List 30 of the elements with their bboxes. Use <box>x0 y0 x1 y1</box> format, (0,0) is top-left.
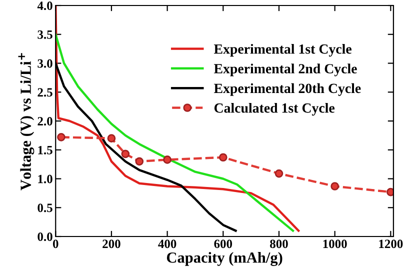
point <box>163 156 172 164</box>
y-tick-label: 0.5 <box>38 204 52 212</box>
y-tick-label: 4.0 <box>37 2 52 10</box>
y-tick-label: 1.5 <box>38 146 52 154</box>
x-tick-label: 800 <box>270 240 288 248</box>
point <box>107 134 116 142</box>
legend-label: Experimental 2nd Cycle <box>214 64 357 76</box>
x-tick-label: 0 <box>52 240 58 248</box>
y-tick-label: 1.0 <box>38 174 52 184</box>
x-tick-label: 1000 <box>323 240 347 248</box>
legend-label: Experimental 20th Cycle <box>214 83 361 96</box>
x-tick-label: 600 <box>214 240 232 248</box>
x-tick-label: 200 <box>102 240 120 248</box>
x-tick-label: 400 <box>158 240 176 248</box>
y-tick-label: 3.0 <box>38 59 52 68</box>
point <box>57 133 66 142</box>
point <box>218 153 228 162</box>
point <box>135 157 144 166</box>
legend-label: Experimental 1st Cycle <box>214 44 352 57</box>
y-axis-title: Voltage (V) vs Li/Li$^{+}$ <box>18 53 34 190</box>
point <box>121 150 130 158</box>
point <box>274 169 284 178</box>
x-axis-title: Capacity (mAh/g) <box>166 252 282 266</box>
y-tick-label: 2.0 <box>38 117 52 126</box>
y-tick-label: 3.5 <box>38 30 52 39</box>
x-tick-label: 1200 <box>379 240 403 248</box>
y-tick-label: 0.0 <box>38 232 52 242</box>
point <box>330 182 339 190</box>
y-tick-label: 2.5 <box>38 88 52 97</box>
legend-label: Calculated 1st Cycle <box>214 102 335 116</box>
